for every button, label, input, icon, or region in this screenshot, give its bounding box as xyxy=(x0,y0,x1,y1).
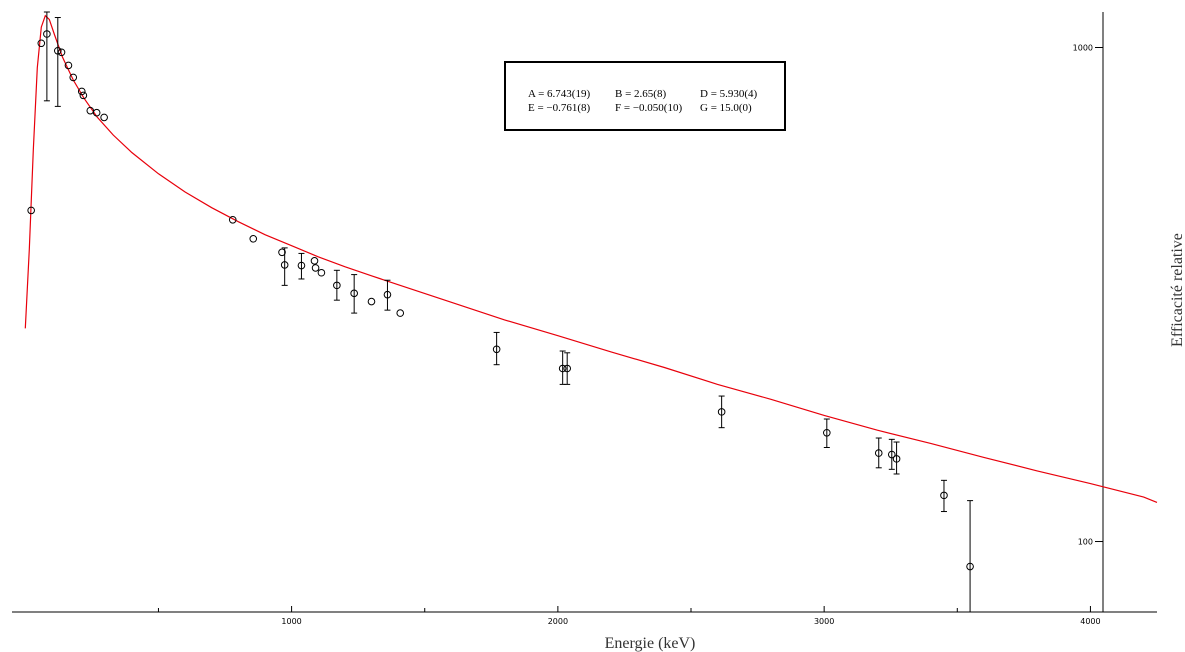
point-marker xyxy=(350,289,358,298)
point-marker xyxy=(887,450,896,459)
x-axis-title: Energie (keV) xyxy=(605,635,696,652)
point-marker xyxy=(558,364,567,373)
point-marker xyxy=(37,39,46,48)
point-marker xyxy=(228,215,237,224)
data-point xyxy=(37,39,46,48)
point-marker xyxy=(717,408,726,416)
point-marker xyxy=(57,48,66,57)
data-point xyxy=(892,441,901,475)
data-point xyxy=(43,11,51,102)
x-tick-label: 3000 xyxy=(814,617,834,626)
point-marker xyxy=(100,113,108,122)
fit-parameter-box: A = 6.743(19) B = 2.65(8) D = 5.930(4) E… xyxy=(504,61,786,131)
point-marker xyxy=(966,562,974,571)
data-point xyxy=(887,438,896,470)
data-point xyxy=(92,108,101,117)
fit-param-b: B = 2.65(8) xyxy=(615,88,666,100)
point-marker xyxy=(27,206,35,215)
x-tick-label: 4000 xyxy=(1080,617,1100,626)
data-point xyxy=(396,309,405,317)
point-marker xyxy=(892,455,901,463)
point-marker xyxy=(383,290,392,299)
data-point xyxy=(100,113,108,122)
point-marker xyxy=(874,449,883,457)
point-marker xyxy=(823,428,831,437)
point-marker xyxy=(297,261,306,270)
fit-param-a: A = 6.743(19) xyxy=(528,88,590,100)
point-marker xyxy=(317,268,326,277)
data-point xyxy=(79,91,88,100)
data-point xyxy=(228,215,237,224)
point-marker xyxy=(69,73,78,82)
y-tick-label: 1000 xyxy=(1073,44,1093,53)
point-marker xyxy=(43,30,51,38)
point-marker xyxy=(79,91,88,100)
point-marker xyxy=(64,61,73,70)
point-marker xyxy=(492,345,501,354)
point-marker xyxy=(54,46,62,55)
data-point xyxy=(57,48,66,57)
x-tick-label: 2000 xyxy=(548,617,568,626)
point-marker xyxy=(310,257,319,265)
fit-param-e: E = −0.761(8) xyxy=(528,102,591,114)
fit-param-d: D = 5.930(4) xyxy=(700,88,758,100)
point-marker xyxy=(367,297,376,306)
data-point xyxy=(350,274,358,314)
data-point xyxy=(333,269,341,301)
point-marker xyxy=(92,108,101,117)
data-point xyxy=(310,257,319,265)
point-marker xyxy=(333,281,341,290)
data-point xyxy=(563,352,571,385)
data-point xyxy=(558,350,567,385)
x-tick-label: 1000 xyxy=(281,617,301,626)
fit-param-f: F = −0.050(10) xyxy=(615,102,682,114)
data-point xyxy=(966,500,974,612)
point-marker xyxy=(396,309,405,317)
y-tick-label: 100 xyxy=(1078,538,1093,547)
data-point xyxy=(297,252,306,280)
data-point xyxy=(64,61,73,70)
data-point xyxy=(249,234,258,243)
point-marker xyxy=(311,264,320,272)
data-point xyxy=(280,247,289,286)
fit-param-g: G = 15.0(0) xyxy=(700,102,752,114)
data-point xyxy=(69,73,78,82)
fit-curve-layer xyxy=(24,14,1158,503)
point-marker xyxy=(280,261,289,269)
data-point xyxy=(278,248,286,257)
data-point xyxy=(367,297,376,306)
point-marker xyxy=(249,234,258,243)
data-point xyxy=(823,418,831,448)
fit-curve xyxy=(24,14,1158,503)
y-axis-title: Efficacité relative xyxy=(1169,233,1185,347)
data-point xyxy=(940,479,948,513)
data-point xyxy=(717,395,726,429)
data-point xyxy=(383,279,392,311)
data-points-layer xyxy=(27,11,974,612)
data-point xyxy=(874,437,883,469)
point-marker xyxy=(563,364,571,373)
data-point xyxy=(492,331,501,366)
point-marker xyxy=(278,248,286,257)
data-point xyxy=(311,264,320,272)
point-marker xyxy=(940,491,948,500)
data-point xyxy=(54,17,62,107)
axis-ticks: 1000 2000 3000 4000 100 1000 xyxy=(157,44,1103,626)
data-point xyxy=(317,268,326,277)
data-point xyxy=(27,206,35,215)
plot-frame xyxy=(12,12,1157,613)
data-point xyxy=(77,87,86,96)
point-marker xyxy=(77,87,86,96)
